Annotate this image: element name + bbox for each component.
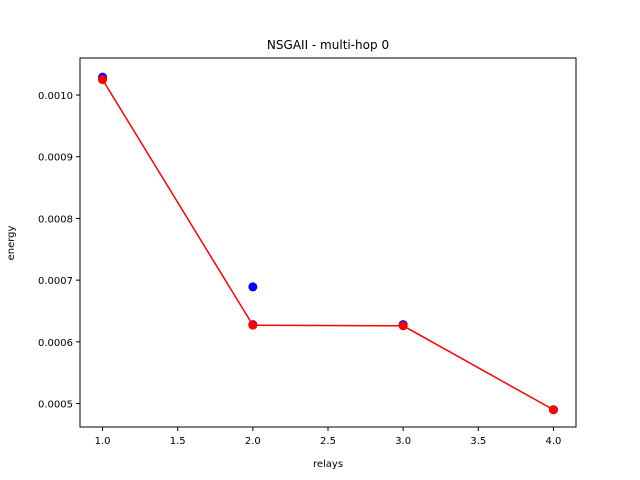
series-1 <box>98 75 558 415</box>
x-tick-label: 2.5 <box>320 436 336 447</box>
x-tick-label: 1.0 <box>95 436 111 447</box>
y-tick-label: 0.0005 <box>38 400 73 411</box>
x-tick-label: 1.5 <box>170 436 186 447</box>
x-axis: 1.0 1.5 2.0 2.5 3.0 3.5 4.0 <box>95 427 562 447</box>
y-tick-label: 0.0008 <box>38 214 73 225</box>
data-point <box>248 320 258 330</box>
x-tick-label: 3.5 <box>470 436 486 447</box>
y-tick-label: 0.0010 <box>38 91 73 102</box>
y-axis-label: energy <box>6 225 17 260</box>
y-axis: 0.0005 0.0006 0.0007 0.0008 0.0009 0.0010 <box>38 91 80 411</box>
x-tick-label: 3.0 <box>395 436 411 447</box>
plot-area <box>98 72 558 415</box>
y-tick-label: 0.0009 <box>38 153 73 164</box>
data-point <box>398 321 408 331</box>
chart-title: NSGAII - multi-hop 0 <box>267 38 389 52</box>
data-point <box>248 282 258 292</box>
data-point <box>548 405 558 415</box>
x-tick-label: 4.0 <box>546 436 562 447</box>
x-tick-label: 2.0 <box>245 436 261 447</box>
data-point <box>98 75 108 85</box>
x-axis-label: relays <box>313 459 343 470</box>
series-line <box>101 79 554 411</box>
y-tick-label: 0.0007 <box>38 276 73 287</box>
y-tick-label: 0.0006 <box>38 338 73 349</box>
